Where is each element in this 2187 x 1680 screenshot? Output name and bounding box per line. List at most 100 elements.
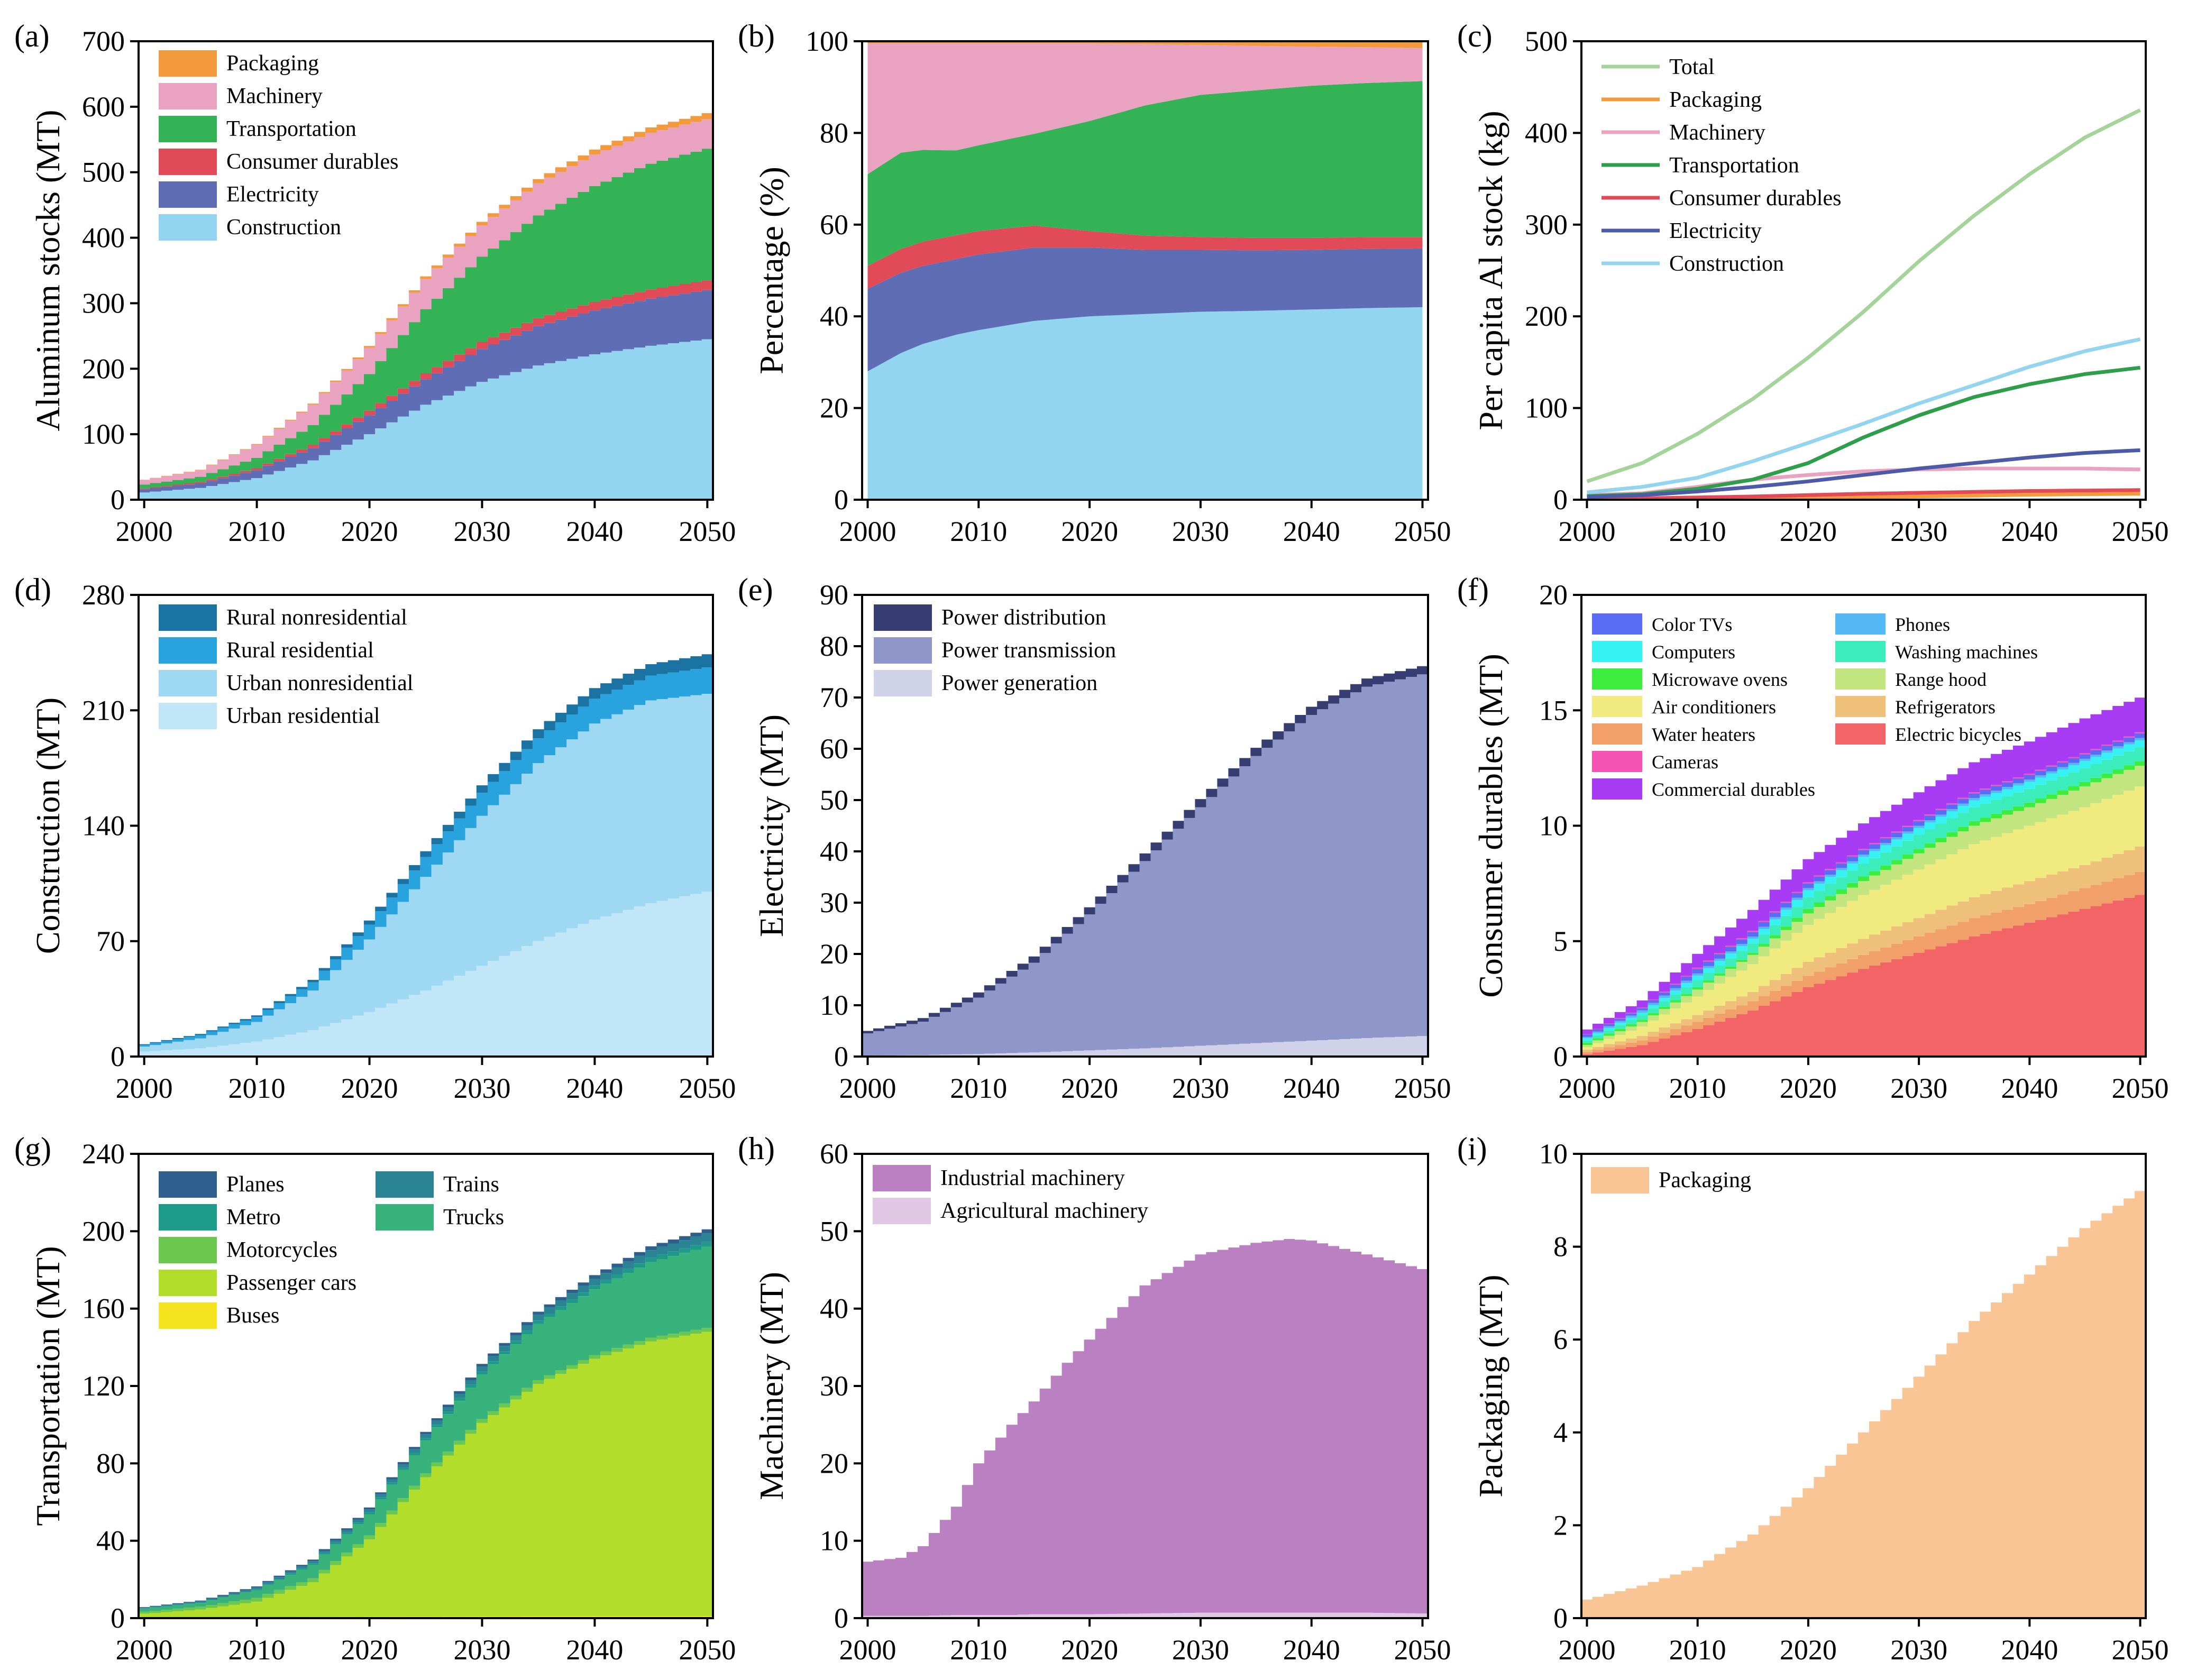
area-series-f-washing-machines xyxy=(1581,747,2146,1043)
y-tick-label-c: 100 xyxy=(1525,392,1568,424)
y-tick-label-d: 210 xyxy=(82,694,125,726)
y-tick-label-b: 0 xyxy=(834,484,848,516)
legend-swatch xyxy=(159,703,217,729)
legend-label: Electric bicycles xyxy=(1895,724,2021,745)
y-tick-label-g: 0 xyxy=(111,1602,125,1634)
legend-item-e: Power distribution xyxy=(874,604,1106,631)
area-series-a-transportation xyxy=(139,149,713,489)
x-tick-label-a: 2010 xyxy=(228,516,286,547)
legend-swatch xyxy=(376,1204,434,1231)
area-series-b-electricity xyxy=(867,247,1423,372)
legend-swatch xyxy=(1592,696,1642,717)
legend-item-g: Metro xyxy=(159,1204,281,1231)
legend-swatch xyxy=(159,214,217,241)
y-axis-title-f: Consumer durables (MT) xyxy=(1472,654,1509,998)
area-series-g-passenger-cars xyxy=(139,1332,713,1618)
legend-swatch xyxy=(159,1270,217,1296)
legend-swatch xyxy=(159,637,217,664)
panel-h: 2000 2010 2020 2030 2040 20500102030405060Mac… xyxy=(738,1131,1451,1666)
line-series-c-construction xyxy=(1587,337,2141,494)
x-tick-label-e: 2010 xyxy=(950,1072,1007,1104)
legend-swatch xyxy=(159,1204,217,1231)
x-tick-label-b: 2000 xyxy=(839,516,896,547)
x-tick-label-d: 2010 xyxy=(228,1072,286,1104)
y-tick-label-c: 0 xyxy=(1553,484,1568,516)
legend-item-c: Electricity xyxy=(1602,219,1762,243)
legend-item-f: Range hood xyxy=(1835,668,1987,690)
legend-label: Agricultural machinery xyxy=(940,1199,1148,1223)
panel-c: 2000 2010 2020 2030 2040 2050 0 100 200 300 400 500… xyxy=(1457,19,2169,547)
legend-item-h: Industrial machinery xyxy=(873,1165,1125,1191)
legend-item-f: Air conditioners xyxy=(1592,696,1776,718)
y-tick-label-a: 400 xyxy=(82,222,125,254)
legend-item-a: Machinery xyxy=(159,83,323,109)
legend-label: Cameras xyxy=(1652,751,1718,773)
legend-item-c: Machinery xyxy=(1602,121,1765,145)
legend-swatch xyxy=(1835,668,1886,690)
y-tick-label-g: 40 xyxy=(96,1525,125,1557)
y-tick-label-e: 60 xyxy=(820,733,848,765)
y-tick-label-a: 100 xyxy=(82,418,125,450)
y-tick-label-h: 10 xyxy=(820,1525,848,1557)
x-tick-label-e: 2030 xyxy=(1172,1072,1229,1104)
y-tick-label-a: 200 xyxy=(82,353,125,384)
legend-item-g: Buses xyxy=(159,1302,279,1329)
plot-area-c xyxy=(1586,108,2142,500)
x-tick-label-h: 2030 xyxy=(1172,1634,1229,1666)
legend-label: Urban residential xyxy=(226,704,380,728)
legend-swatch xyxy=(1592,641,1642,662)
plot-area-e xyxy=(862,666,1428,1057)
y-tick-label-c: 300 xyxy=(1525,209,1568,241)
area-series-h-industrial-machinery xyxy=(862,1239,1428,1616)
y-tick-label-g: 200 xyxy=(82,1215,125,1247)
legend-swatch xyxy=(159,50,217,77)
x-tick-label-g: 2030 xyxy=(453,1634,510,1666)
legend-label: Motorcycles xyxy=(226,1238,337,1262)
panel-label-c: (c) xyxy=(1457,19,1493,53)
legend-item-a: Transportation xyxy=(159,116,356,142)
legend-swatch xyxy=(159,149,217,175)
panel-label-d: (d) xyxy=(14,572,51,607)
area-series-f-air-conditioners xyxy=(1581,786,2146,1050)
area-series-i-packaging xyxy=(1581,1191,2146,1618)
y-tick-label-d: 280 xyxy=(82,579,125,611)
area-series-f-water-heaters xyxy=(1581,871,2146,1054)
legend-label: Trucks xyxy=(443,1205,504,1229)
y-tick-label-g: 120 xyxy=(82,1370,125,1402)
y-tick-label-f: 5 xyxy=(1553,925,1568,957)
legend-label: Total xyxy=(1669,55,1715,79)
legend-item-c: Transportation xyxy=(1602,153,1799,178)
legend-label: Metro xyxy=(226,1205,281,1229)
legend-item-a: Electricity xyxy=(159,181,319,208)
y-axis-title-e: Electricity (MT) xyxy=(753,714,790,937)
legend-label: Consumer durables xyxy=(1669,186,1841,210)
y-tick-label-i: 2 xyxy=(1553,1509,1568,1541)
legend-swatch xyxy=(159,116,217,142)
legend-label: Buses xyxy=(226,1303,279,1328)
panel-label-e: (e) xyxy=(738,572,773,607)
area-series-f-refrigerators xyxy=(1581,846,2146,1052)
x-tick-label-a: 2020 xyxy=(341,516,398,547)
legend-label: Urban nonresidential xyxy=(226,671,413,695)
legend-item-f: Computers xyxy=(1592,641,1735,663)
y-axis-title-c: Per capita Al stock (kg) xyxy=(1472,111,1509,430)
x-tick-label-d: 2020 xyxy=(341,1072,398,1104)
legend-swatch xyxy=(159,1237,217,1263)
legend-swatch xyxy=(159,670,217,696)
x-tick-label-c: 2000 xyxy=(1558,516,1615,547)
panel-d: 2000 2010 2020 2030 2040 2050 0 70 140 210 280 Cons… xyxy=(14,572,736,1104)
legend-item-d: Urban residential xyxy=(159,703,380,729)
panel-f: 2000 2010 2020 2030 2040 2050 0 5 10 15 20 Consumer… xyxy=(1457,572,2169,1104)
x-tick-label-h: 2020 xyxy=(1061,1634,1118,1666)
legend-label: Air conditioners xyxy=(1652,696,1776,718)
y-tick-label-h: 50 xyxy=(820,1215,848,1247)
legend-swatch xyxy=(1592,751,1642,772)
y-tick-label-h: 20 xyxy=(820,1447,848,1479)
y-tick-label-g: 80 xyxy=(96,1447,125,1479)
legend-label: Water heaters xyxy=(1652,724,1755,745)
y-tick-label-d: 0 xyxy=(111,1041,125,1072)
legend-swatch xyxy=(1592,723,1642,745)
area-series-d-urban-residential xyxy=(139,892,713,1057)
y-tick-label-g: 160 xyxy=(82,1293,125,1325)
legend-label: Rural nonresidential xyxy=(226,605,407,630)
